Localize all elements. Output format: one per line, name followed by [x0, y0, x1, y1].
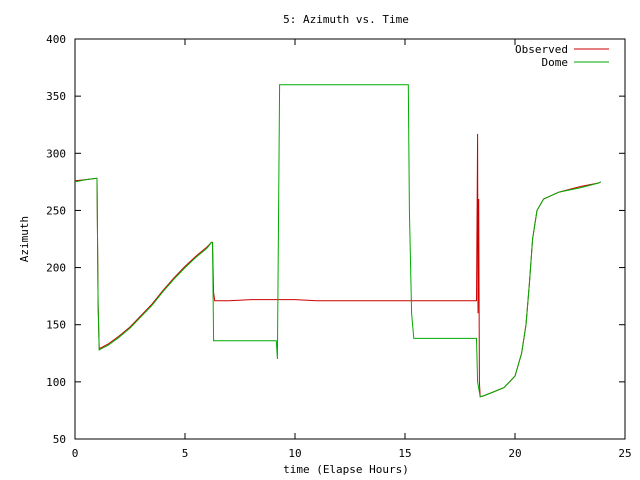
- x-tick-label-2: 10: [288, 447, 301, 460]
- y-tick-label-4: 250: [46, 204, 66, 217]
- plot-frame: [74, 38, 626, 440]
- x-tick-label-1: 5: [182, 447, 189, 460]
- legend-label-dome: Dome: [542, 56, 569, 69]
- y-tick-label-6: 350: [46, 90, 66, 103]
- y-tick-label-2: 150: [46, 319, 66, 332]
- y-tick-label-7: 400: [46, 33, 66, 46]
- series-line-dome: [74, 84, 602, 398]
- y-tick-label-1: 100: [46, 376, 66, 389]
- y-tick-label-3: 200: [46, 262, 66, 275]
- series-group: [74, 84, 602, 398]
- legend-label-observed: Observed: [515, 43, 568, 56]
- chart-title: 5: Azimuth vs. Time: [283, 13, 409, 26]
- x-axis-label: time (Elapse Hours): [283, 463, 409, 476]
- y-axis-label: Azimuth: [18, 216, 31, 262]
- y-tick-label-5: 300: [46, 147, 66, 160]
- x-tick-label-3: 15: [398, 447, 411, 460]
- x-tick-label-4: 20: [508, 447, 521, 460]
- x-tick-label-0: 0: [72, 447, 79, 460]
- x-tick-label-5: 25: [618, 447, 631, 460]
- axis-ticks: 0 5 10 15 20 25 50 100 150 200 250 300 350 400: [46, 33, 632, 460]
- series-line-observed: [74, 133, 602, 398]
- y-tick-label-0: 50: [53, 433, 66, 446]
